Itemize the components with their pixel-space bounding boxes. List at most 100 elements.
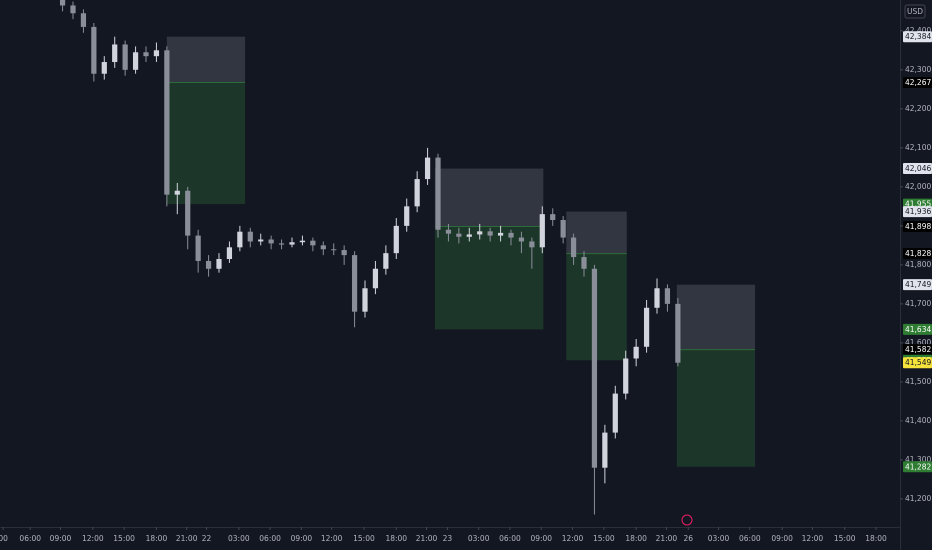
stop-zone [566,211,627,254]
y-tick-label: 41,400,0 [905,416,932,425]
price-tag [903,163,932,175]
target-zone [166,82,246,205]
price-tag-label: 41,634,5 [905,325,932,334]
candle-body [132,52,139,70]
x-tick-label: 18:00 [146,534,168,543]
price-tag-label: 41,749,2 [905,280,932,289]
candle-body [508,232,514,238]
candle-body [112,44,118,63]
x-tick-label: 26 [684,534,694,543]
x-tick-label: 06:00 [739,534,761,543]
x-tick-label: 03:00 [228,534,250,543]
stop-zone [434,168,544,227]
price-tag [903,248,932,260]
price-tag-label: 42,267,4 [905,78,932,87]
candle-body [278,243,285,245]
x-tick-label: 12:00 [82,534,104,543]
x-tick-label: 03:00 [468,534,490,543]
x-tick-label: 15:00 [353,534,375,543]
candle-body [404,206,410,226]
price-tag-label: 41,582,6 [905,345,932,354]
candle-body [591,268,598,468]
price-tag-label: 41,549,2 [905,358,932,367]
x-tick-label: 06:00 [499,534,521,543]
y-tick-label: 42,300,0 [905,65,932,74]
price-tag [903,323,932,335]
event-icon[interactable] [681,514,693,526]
candle-body [675,303,681,363]
candle-body [216,259,222,269]
x-tick-label: 12:00 [562,534,584,543]
candle-body [59,0,66,6]
price-tag-label: 41,898,2 [905,222,932,231]
y-tick-label: 42,000,0 [905,182,932,191]
candle-body [341,250,347,256]
y-tick-label: 41,600,0 [905,338,932,347]
candle-body [602,432,608,468]
candle-body [247,231,253,242]
candle-body [91,26,97,74]
candle-body [497,232,504,236]
candle-body [362,288,368,312]
candle-body [664,288,671,304]
candle-body [320,245,326,250]
candle-body [122,44,128,70]
x-tick-label: 15:00 [834,534,856,543]
y-tick-label: 41,700,0 [905,299,932,308]
candle-body [550,214,556,221]
candle-body [143,52,149,57]
candle-body [70,5,76,14]
candle-body [393,225,399,254]
x-tick-label: 21:00 [656,534,678,543]
candle-body [351,255,358,312]
candle-body [466,234,472,237]
candle-body [424,157,431,180]
candle-body [174,190,180,195]
price-tag [903,344,932,356]
x-tick-label: 23 [443,534,453,543]
x-tick-label: 18:00 [625,534,647,543]
candle-body [654,288,660,308]
candle-body [456,233,462,237]
x-tick-label: 09:00 [530,534,552,543]
candle-body [414,179,420,207]
price-tag-label: 42,046,9 [905,164,932,173]
price-tag [903,206,932,218]
currency-box[interactable] [904,4,926,19]
candle-body [435,157,441,230]
price-tag [903,461,932,473]
y-tick-label: 41,500,0 [905,377,932,386]
x-tick-label: 21:00 [176,534,198,543]
currency-label: USD [907,7,923,16]
x-tick-label: 22 [202,534,212,543]
x-tick-label: 06:00 [259,534,281,543]
x-tick-label: 09:00 [50,534,72,543]
candle-body [299,240,306,243]
x-tick-label: 18:00 [865,534,887,543]
target-zone [434,226,544,330]
y-tick-label: 42,100,0 [905,143,932,152]
candle-body [153,50,160,57]
price-tag-label: 41,955,8 [905,200,932,209]
candle-body [518,237,525,242]
candle-body [372,268,379,289]
x-tick-label: 15:00 [113,534,135,543]
candle-body [529,241,535,248]
candle-body [560,220,566,238]
candle-body [581,257,587,269]
x-tick-label: 15:00 [593,534,615,543]
price-tag-label: 41,936,6 [905,207,932,216]
x-tick-label: 18:00 [385,534,407,543]
candle-body [258,239,264,242]
x-tick-label: 21:00 [416,534,438,543]
y-tick-label: 41,800,0 [905,260,932,269]
candle-body [383,253,389,269]
y-tick-label: 42,400,0 [905,26,932,35]
candle-body [237,231,243,248]
candle-body [226,247,233,260]
price-tag-label: 41,282,4 [905,462,932,471]
price-tag [903,279,932,291]
candle-body [101,62,107,74]
candle-body [80,13,87,27]
